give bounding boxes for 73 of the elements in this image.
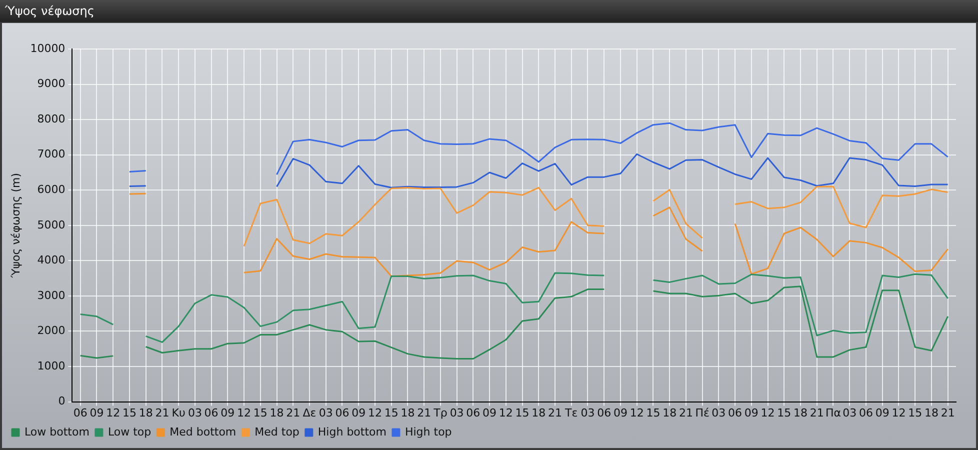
- legend-label: Low bottom: [24, 425, 90, 438]
- y-tick-label: 4000: [37, 254, 66, 267]
- y-tick-label: 5000: [37, 218, 66, 232]
- x-tick-label: 12: [237, 406, 252, 420]
- y-tick-label: 0: [58, 394, 66, 408]
- x-tick-label: 18: [794, 406, 808, 420]
- x-tick-label: 21: [940, 406, 955, 420]
- x-tick-label: 06: [466, 406, 480, 420]
- x-tick-label: 09: [352, 406, 366, 420]
- y-tick-label: 9000: [37, 77, 66, 90]
- y-tick-label: 7000: [37, 148, 66, 161]
- x-tick-label: 12: [368, 406, 382, 420]
- x-tick-label: 09: [220, 406, 235, 420]
- y-tick-label: 8000: [37, 112, 66, 126]
- x-tick-label: Πα: [825, 406, 842, 420]
- x-tick-label: 21: [810, 406, 824, 420]
- x-tick-label: 15: [384, 406, 398, 420]
- x-tick-label: 03: [842, 406, 857, 420]
- x-tick-label: 15: [777, 406, 792, 420]
- x-tick-label: 09: [90, 406, 104, 420]
- y-tick-label: 10000: [30, 42, 66, 55]
- x-tick-label: 21: [548, 406, 562, 420]
- x-tick-label: 09: [875, 406, 890, 420]
- x-tick-label: 03: [580, 406, 595, 420]
- x-tick-label: 18: [400, 406, 415, 420]
- x-tick-label: Δε: [302, 406, 316, 420]
- x-tick-label: Κυ: [172, 406, 186, 420]
- x-tick-label: 06: [73, 406, 88, 420]
- legend-label: Med bottom: [170, 425, 236, 438]
- x-tick-label: 15: [253, 406, 268, 420]
- y-tick-label: 1000: [37, 359, 66, 372]
- x-tick-label: 18: [924, 406, 938, 420]
- x-tick-label: 09: [482, 406, 497, 420]
- x-tick-label: 15: [908, 406, 922, 420]
- x-tick-label: 06: [597, 406, 612, 420]
- x-tick-label: 15: [515, 406, 530, 420]
- x-tick-label: 18: [138, 406, 153, 420]
- x-tick-label: 06: [204, 406, 218, 420]
- legend-label: High bottom: [318, 425, 386, 438]
- x-tick-label: 21: [286, 406, 300, 420]
- legend-label: High top: [404, 425, 452, 438]
- x-tick-label: 06: [335, 406, 350, 420]
- x-tick-label: 12: [106, 406, 120, 420]
- x-tick-label: 15: [122, 406, 136, 420]
- x-tick-label: 06: [858, 406, 873, 420]
- x-tick-label: Τε: [564, 406, 578, 420]
- x-tick-label: 06: [728, 406, 742, 420]
- x-tick-label: 03: [450, 406, 464, 420]
- x-tick-label: Τρ: [432, 406, 448, 420]
- y-tick-label: 3000: [37, 288, 66, 302]
- x-tick-label: 03: [712, 406, 726, 420]
- x-tick-label: 18: [532, 406, 546, 420]
- x-tick-label: 21: [155, 406, 170, 420]
- x-tick-label: Πέ: [695, 406, 710, 420]
- x-tick-label: 03: [318, 406, 333, 420]
- y-axis-title: Ύψος νέφωσης (m): [9, 173, 22, 279]
- y-tick-label: 6000: [37, 182, 66, 196]
- x-tick-label: 21: [678, 406, 693, 420]
- x-tick-label: 12: [760, 406, 775, 420]
- x-tick-label: 18: [662, 406, 677, 420]
- chart-title: Ύψος νέφωσης: [0, 0, 978, 22]
- x-tick-label: 12: [630, 406, 644, 420]
- x-tick-label: 18: [270, 406, 284, 420]
- y-tick-label: 2000: [37, 324, 66, 338]
- x-tick-label: 12: [498, 406, 513, 420]
- x-tick-label: 12: [892, 406, 906, 420]
- x-tick-label: 03: [188, 406, 202, 420]
- x-tick-label: 09: [613, 406, 628, 420]
- x-tick-label: 21: [417, 406, 432, 420]
- x-tick-label: 15: [646, 406, 660, 420]
- x-tick-label: 09: [744, 406, 758, 420]
- legend-label: Med top: [254, 425, 300, 438]
- legend-label: Low top: [108, 425, 152, 438]
